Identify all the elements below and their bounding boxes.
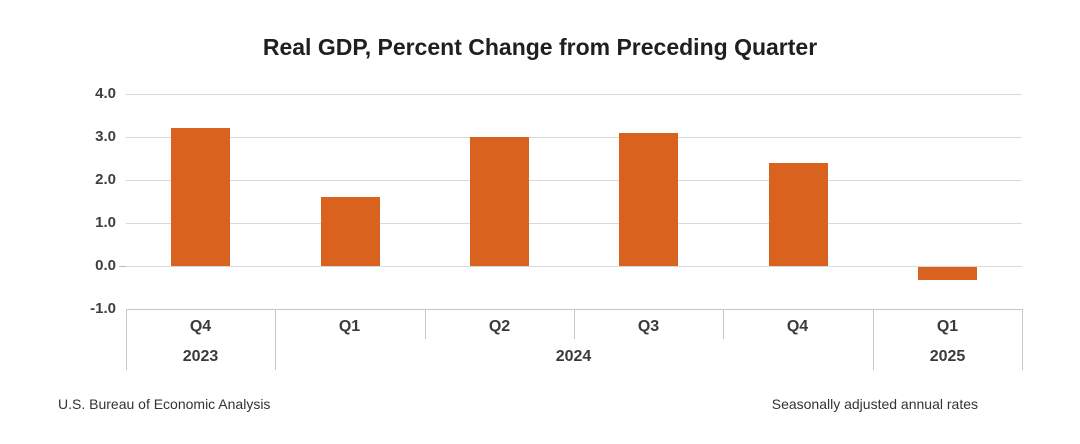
- x-tick-quarter-q2-2024: Q2: [488, 318, 511, 335]
- x-axis-band-right-border: [1022, 309, 1023, 370]
- y-tick-label-4.0: 4.0: [95, 85, 116, 102]
- gridline-3.0: [126, 137, 1022, 138]
- x-tick-year-2023: 2023: [182, 348, 219, 365]
- gridline-2.0: [126, 180, 1022, 181]
- bar-q4-2024: [769, 163, 828, 266]
- year-divider: [275, 309, 276, 370]
- y-tick-label--1.0: -1.0: [90, 300, 116, 317]
- zero-tick: [119, 266, 126, 267]
- bar-q3-2024: [619, 133, 678, 266]
- bar-q2-2024: [470, 137, 529, 266]
- x-tick-quarter-q4-2023: Q4: [189, 318, 212, 335]
- y-tick-label-2.0: 2.0: [95, 171, 116, 188]
- y-tick-label-3.0: 3.0: [95, 128, 116, 145]
- adjustment-note: Seasonally adjusted annual rates: [771, 396, 978, 412]
- x-tick-year-2024: 2024: [555, 348, 592, 365]
- source-note: U.S. Bureau of Economic Analysis: [58, 396, 271, 412]
- y-tick-label-1.0: 1.0: [95, 214, 116, 231]
- y-tick-label-0.0: 0.0: [95, 257, 116, 274]
- x-axis-band-left-border: [126, 309, 127, 370]
- chart-title: Real GDP, Percent Change from Preceding …: [262, 34, 818, 60]
- gridline-4.0: [126, 94, 1022, 95]
- x-tick-year-2025: 2025: [929, 348, 966, 365]
- quarter-divider: [574, 309, 575, 339]
- gridline-1.0: [126, 223, 1022, 224]
- bar-q1-2024: [321, 197, 380, 266]
- bar-q4-2023: [171, 128, 230, 266]
- quarter-divider: [723, 309, 724, 339]
- x-tick-quarter-q3-2024: Q3: [637, 318, 660, 335]
- x-tick-quarter-q1-2025: Q1: [936, 318, 959, 335]
- x-tick-quarter-q1-2024: Q1: [338, 318, 361, 335]
- quarter-divider: [425, 309, 426, 339]
- gridline-0.0: [126, 266, 1022, 267]
- x-tick-quarter-q4-2024: Q4: [786, 318, 809, 335]
- year-divider: [873, 309, 874, 370]
- bar-q1-2025: [918, 267, 977, 280]
